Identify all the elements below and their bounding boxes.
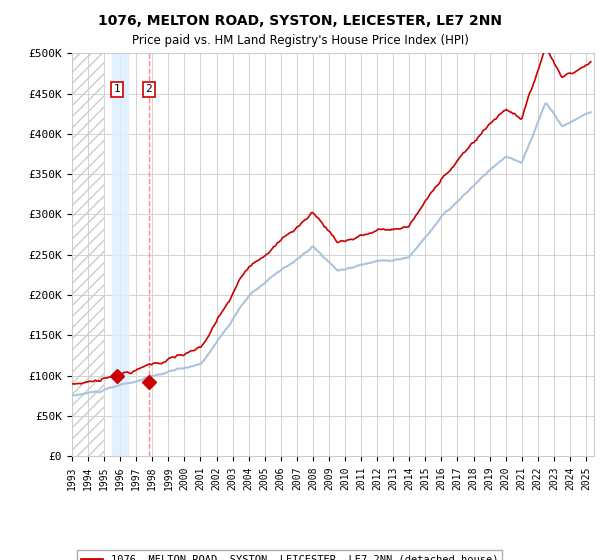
Text: 2: 2 [146,85,152,95]
Bar [112,53,128,456]
Bar [72,53,104,456]
Text: 1076, MELTON ROAD, SYSTON, LEICESTER, LE7 2NN: 1076, MELTON ROAD, SYSTON, LEICESTER, LE… [98,14,502,28]
Text: 1: 1 [114,85,121,95]
Legend: 1076, MELTON ROAD, SYSTON, LEICESTER, LE7 2NN (detached house), HPI: Average pri: 1076, MELTON ROAD, SYSTON, LEICESTER, LE… [77,550,502,560]
Text: Price paid vs. HM Land Registry's House Price Index (HPI): Price paid vs. HM Land Registry's House … [131,34,469,46]
